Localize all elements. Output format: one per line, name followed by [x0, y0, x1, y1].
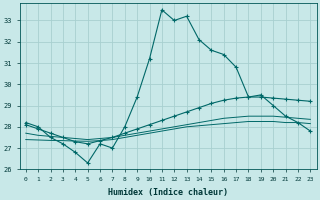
X-axis label: Humidex (Indice chaleur): Humidex (Indice chaleur) [108, 188, 228, 197]
